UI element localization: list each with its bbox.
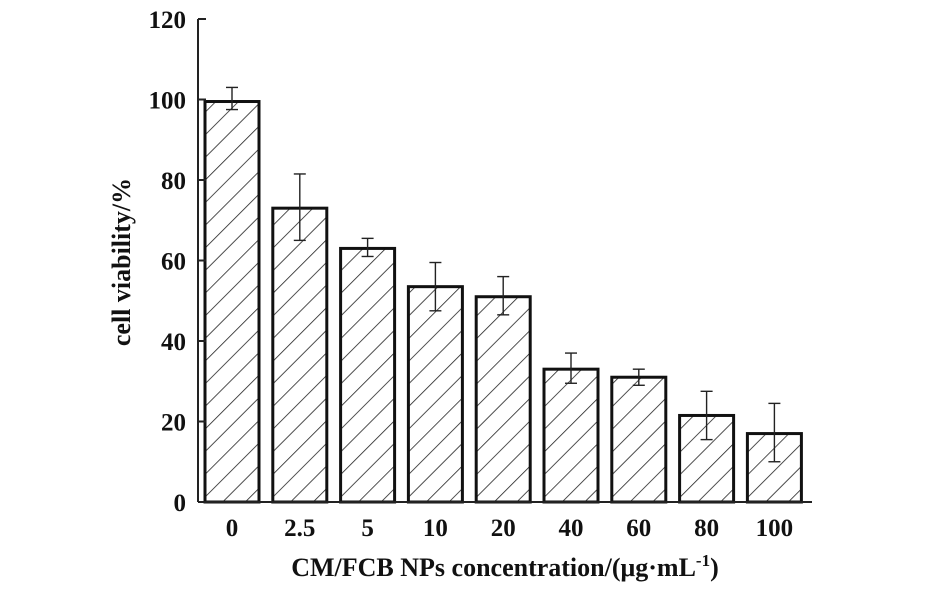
bar-group (271, 206, 329, 504)
x-axis-title-end: ) (710, 553, 719, 582)
axes (197, 18, 812, 503)
x-tick-label: 0 (226, 515, 239, 542)
y-tick-label: 60 (161, 249, 186, 276)
y-tick-label: 80 (161, 168, 186, 195)
x-tick-label: 5 (361, 515, 374, 542)
x-axis-title-superscript: -1 (696, 551, 710, 570)
error-bar (226, 86, 238, 111)
error-bar (361, 237, 374, 258)
y-tick-label: 100 (149, 88, 187, 115)
bar-hatch (340, 248, 395, 502)
y-tick-label: 40 (161, 329, 186, 356)
y-axis-title: cell viability/% (107, 178, 136, 346)
bar-group (203, 100, 261, 504)
error-bar (497, 275, 510, 316)
x-axis-title-main: CM/FCB NPs concentration/(μg·mL (291, 553, 696, 582)
error-bar (565, 352, 577, 384)
bar-hatch (408, 286, 463, 502)
x-tick-label: 60 (626, 515, 651, 542)
error-bar (632, 368, 645, 386)
error-bar (768, 402, 781, 463)
y-tick-label: 120 (149, 7, 187, 34)
bar-group (339, 246, 397, 504)
tick-labels: 0 20 40 60 80 100 120 0 2.5 5 10 20 40 60 80 100 (149, 7, 794, 542)
error-bar (700, 390, 713, 441)
error-bar (429, 261, 442, 312)
x-tick-label: 100 (756, 515, 794, 542)
y-tick-label: 0 (174, 490, 187, 517)
bar-group (542, 367, 600, 504)
x-axis-title: CM/FCB NPs concentration/(μg·mL-1) (291, 551, 719, 582)
x-tick-label: 10 (423, 515, 448, 542)
bar-hatch (611, 377, 666, 502)
bar-hatch (205, 101, 259, 502)
bar-hatch (544, 369, 598, 502)
error-bar (293, 173, 306, 242)
x-tick-label: 40 (559, 515, 584, 542)
y-tick-label: 20 (161, 410, 186, 437)
x-tick-label: 2.5 (284, 515, 315, 542)
bar-group (474, 295, 532, 504)
bar-hatch (272, 208, 327, 503)
x-tick-label: 80 (694, 515, 719, 542)
error-bars (226, 86, 781, 463)
bar-group (406, 285, 464, 504)
x-tick-label: 20 (491, 515, 516, 542)
bar-hatch (476, 296, 531, 502)
bar-group (610, 375, 668, 504)
